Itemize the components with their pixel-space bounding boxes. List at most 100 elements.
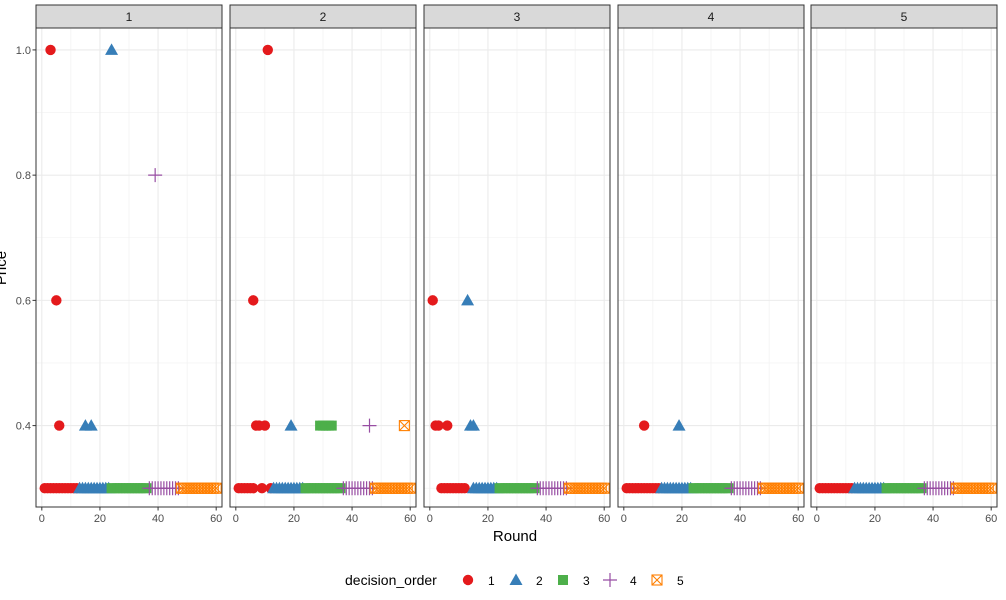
data-point: [248, 295, 259, 306]
data-point: [459, 483, 470, 494]
y-tick-label: 0.8: [16, 170, 31, 182]
series-decision-order-5: [175, 482, 222, 494]
data-point-glyph: [985, 482, 997, 494]
data-point: [84, 419, 98, 431]
panel-border: [35, 27, 223, 508]
y-axis-title: Price: [0, 251, 10, 285]
data-point: [54, 420, 65, 431]
x-tick-label: 0: [427, 513, 433, 525]
data-point-glyph: [105, 43, 119, 55]
x-tick-label: 0: [814, 513, 820, 525]
facet-strip-label: 3: [514, 10, 521, 24]
series-decision-order-2: [267, 419, 310, 494]
x-tick-label: 40: [540, 513, 552, 525]
legend-item-label: 2: [536, 574, 543, 588]
facet-panel-3: 3 0 20 40 60: [423, 4, 611, 525]
data-point-cross: [210, 482, 222, 494]
data-point-glyph: [256, 483, 268, 494]
series-decision-order-4: [724, 481, 768, 496]
data-point-cross: [398, 420, 410, 431]
data-point: [404, 482, 416, 494]
data-point-cross: [204, 482, 216, 494]
data-point: [51, 295, 62, 306]
series-decision-order-1: [814, 483, 857, 494]
legend-item-label: 1: [488, 574, 495, 588]
data-point: [326, 420, 337, 431]
data-point: [985, 482, 997, 494]
data-point: [148, 168, 163, 183]
data-point: [398, 420, 410, 432]
y-tick-label: 0.4: [16, 421, 31, 433]
legend-item-4: 4: [603, 573, 637, 588]
series-decision-order-4: [336, 418, 380, 496]
panel-border: [423, 27, 611, 508]
facet-panel-2: 20 20 40 60: [229, 4, 417, 525]
facet-panel-4: 40 20 40 60: [617, 4, 805, 525]
legend-key-glyph: [462, 574, 474, 586]
data-point-glyph: [362, 418, 377, 433]
data-point-cross: [404, 482, 416, 494]
legend-item-label: 3: [583, 574, 590, 588]
data-point: [210, 482, 222, 494]
data-point-cross: [207, 482, 219, 494]
data-point: [427, 295, 438, 306]
legend-key-glyph: [603, 573, 617, 587]
series-decision-order-2: [461, 293, 504, 494]
data-point: [256, 483, 268, 494]
data-point-glyph: [792, 482, 804, 494]
legend-key-glyph: [509, 573, 523, 585]
x-tick-label: 40: [152, 513, 164, 525]
data-point-glyph: [398, 420, 410, 432]
data-point: [262, 44, 273, 56]
data-point-cross: [985, 482, 997, 494]
data-point: [362, 418, 377, 433]
x-tick-label: 40: [734, 513, 746, 525]
y-tick-label: 1.0: [16, 45, 31, 57]
data-point-cross: [982, 482, 994, 494]
data-point-glyph: [210, 482, 222, 494]
x-tick-label: 0: [39, 513, 45, 525]
data-point-glyph: [148, 168, 163, 183]
legend-key-glyph: [651, 574, 663, 586]
data-point-cross: [979, 482, 991, 494]
x-tick-label: 0: [621, 513, 627, 525]
data-point-glyph: [466, 419, 480, 431]
data-point: [433, 420, 444, 431]
data-point-cross: [786, 482, 798, 494]
x-tick-label: 20: [482, 513, 494, 525]
data-point: [442, 420, 453, 431]
x-tick-label: 20: [676, 513, 688, 525]
data-point-glyph: [248, 483, 259, 494]
data-point-cross: [598, 482, 610, 494]
data-point-cross: [789, 482, 801, 494]
legend-item-label: 4: [630, 574, 637, 588]
data-point: [466, 419, 480, 431]
facet-strip-label: 1: [126, 10, 133, 24]
x-tick-label: 20: [288, 513, 300, 525]
data-point-glyph: [459, 483, 470, 494]
series-decision-order-4: [917, 481, 961, 496]
data-point-glyph: [45, 44, 56, 56]
data-point: [792, 482, 804, 494]
series-decision-order-5: [950, 482, 997, 494]
x-tick-label: 40: [346, 513, 358, 525]
legend-key: [509, 573, 523, 585]
data-point-glyph: [638, 420, 650, 431]
x-tick-label: 0: [233, 513, 239, 525]
x-tick-label: 60: [210, 513, 222, 525]
data-point-glyph: [84, 419, 98, 431]
legend: decision_order 1 2 3 4 5: [345, 572, 684, 588]
series-decision-order-5: [757, 482, 804, 494]
legend-key: [558, 575, 568, 585]
x-tick-label: 60: [598, 513, 610, 525]
legend-item-5: 5: [651, 574, 684, 588]
data-point-glyph: [672, 419, 686, 431]
x-tick-label: 40: [927, 513, 939, 525]
facet-panel-1: 1 0 20 40 60 0.4 0.6 0.8 1.0: [16, 4, 223, 525]
data-point-glyph: [326, 420, 337, 431]
x-tick-label: 60: [985, 513, 997, 525]
data-point-glyph: [598, 482, 610, 494]
data-point-glyph: [461, 293, 475, 306]
